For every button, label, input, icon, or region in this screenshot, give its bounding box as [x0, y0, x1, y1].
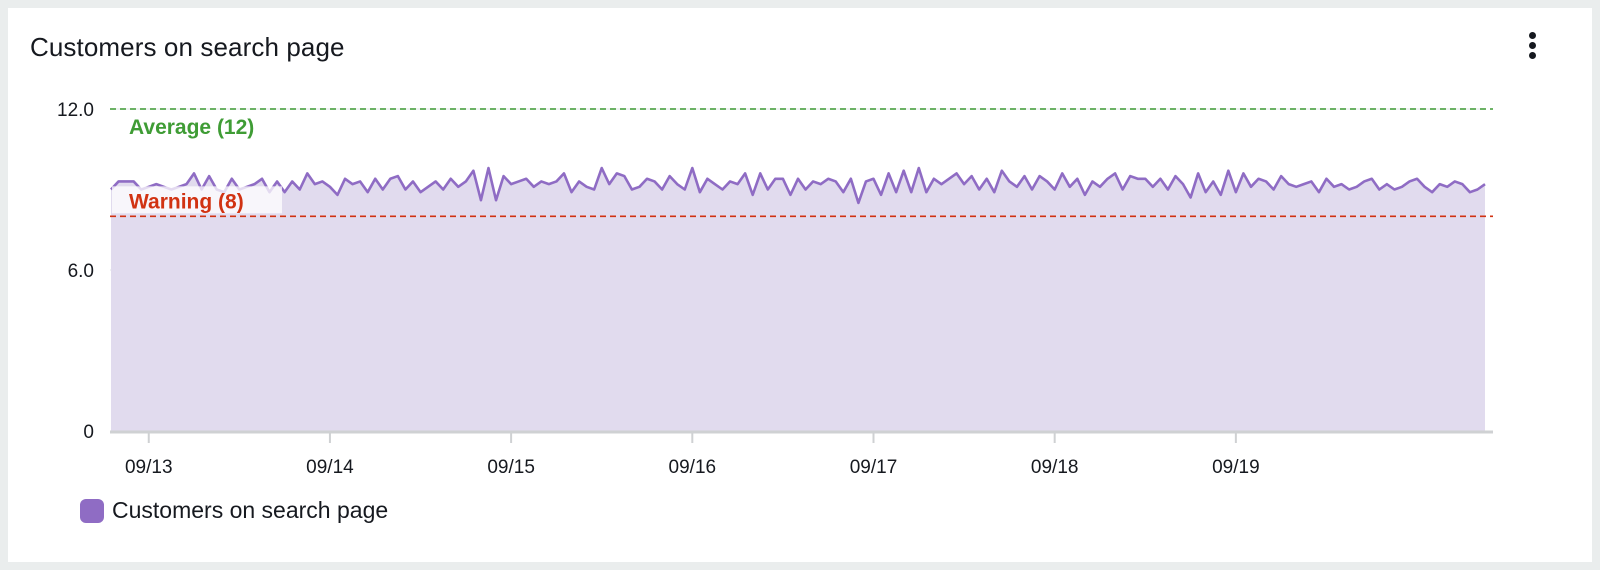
- x-tick-label: 09/13: [125, 457, 173, 478]
- legend-label: Customers on search page: [112, 497, 389, 523]
- x-tick-label: 09/14: [306, 457, 354, 478]
- y-tick-label: 6.0: [68, 261, 94, 282]
- series-line: [110, 166, 1486, 205]
- threshold-label-bg: [112, 186, 282, 214]
- x-tick-label: 09/18: [1031, 457, 1079, 478]
- x-tick-label: 09/19: [1212, 457, 1260, 478]
- series-area: [111, 168, 1485, 431]
- y-tick-label: 0: [83, 422, 94, 443]
- threshold-label-average: Average (12): [129, 116, 254, 139]
- x-tick-label: 09/15: [487, 457, 535, 478]
- x-tick-label: 09/16: [669, 457, 717, 478]
- x-tick-label: 09/17: [850, 457, 898, 478]
- y-tick-label: 12.0: [57, 100, 94, 121]
- widget-title: Customers on search page: [30, 32, 345, 62]
- chart-plot: Average (12) Warning (8) 12.0 6.0 0 09/13 09/1…: [57, 100, 1493, 478]
- threshold-label-warning: Warning (8): [129, 190, 244, 213]
- chart-widget: Customers on search page Average (12) War…: [8, 8, 1592, 562]
- vertical-ellipsis-icon[interactable]: [1520, 28, 1546, 64]
- legend-item[interactable]: Customers on search page: [80, 497, 388, 524]
- legend-swatch: [80, 498, 104, 523]
